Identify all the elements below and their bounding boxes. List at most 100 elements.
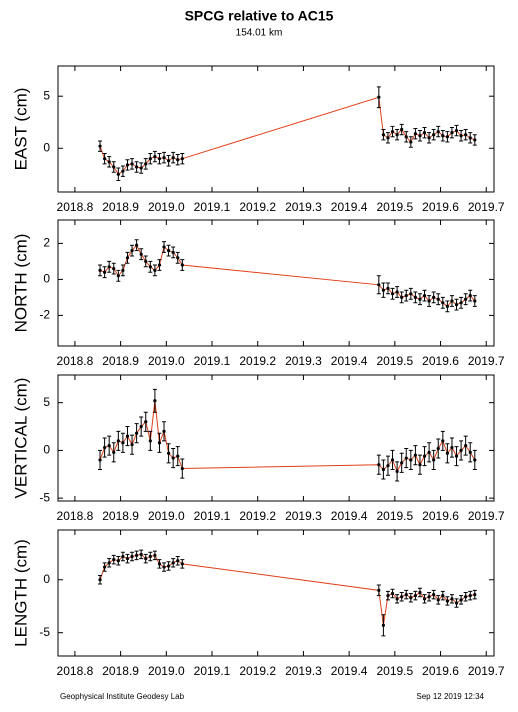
data-point	[473, 458, 477, 462]
data-point	[413, 295, 417, 299]
data-point	[162, 156, 166, 160]
data-point	[395, 469, 399, 474]
data-point	[473, 592, 477, 597]
y-tick-label: -5	[39, 490, 50, 504]
data-point	[377, 95, 381, 99]
data-point	[395, 290, 399, 294]
data-point	[377, 588, 381, 592]
y-tick-label: 0	[43, 572, 50, 586]
data-point	[400, 295, 404, 299]
data-point	[409, 292, 413, 296]
data-point	[116, 559, 120, 563]
y-axis-label: EAST (cm)	[11, 88, 30, 171]
data-point	[413, 132, 417, 136]
data-point	[125, 256, 130, 260]
data-point	[377, 463, 381, 467]
y-tick-label: -2	[39, 308, 50, 322]
data-point	[176, 158, 180, 162]
data-point	[107, 160, 111, 164]
data-point	[400, 127, 404, 132]
data-point	[432, 458, 436, 462]
data-point	[459, 301, 463, 305]
data-point	[409, 596, 413, 600]
data-point	[464, 595, 468, 599]
data-point	[166, 451, 171, 455]
data-point	[116, 274, 120, 278]
data-point	[103, 157, 107, 161]
x-tick-label: 2019.7	[468, 200, 505, 214]
data-point	[107, 561, 111, 565]
data-point	[381, 467, 386, 472]
data-point	[445, 135, 449, 139]
data-point	[422, 131, 427, 135]
x-tick-label: 2019.1	[194, 664, 231, 678]
data-point	[400, 461, 404, 465]
data-point	[130, 162, 134, 166]
x-tick-label: 2019.5	[376, 664, 413, 678]
data-point	[176, 256, 180, 260]
data-point	[144, 162, 148, 166]
data-point	[98, 144, 102, 148]
y-tick-label: 5	[43, 88, 50, 102]
x-tick-label: 2019.2	[239, 200, 276, 214]
data-point	[176, 559, 180, 563]
title: SPCG relative to AC15	[185, 8, 334, 24]
y-tick-label: -5	[39, 625, 50, 639]
data-point	[404, 456, 408, 460]
data-point	[107, 444, 111, 448]
y-tick-label: 0	[43, 140, 50, 154]
data-point	[121, 169, 125, 173]
data-point	[441, 134, 445, 138]
x-tick-label: 2019.7	[468, 664, 505, 678]
x-tick-label: 2019.6	[422, 664, 459, 678]
data-point	[436, 130, 440, 134]
x-tick-label: 2019.1	[194, 354, 231, 368]
x-tick-label: 2018.9	[102, 664, 139, 678]
model-line	[99, 553, 475, 626]
data-point	[103, 445, 107, 450]
data-point	[166, 564, 171, 568]
data-point	[180, 157, 184, 161]
y-tick-label: 5	[43, 395, 50, 409]
subtitle: 154.01 km	[236, 28, 283, 39]
data-point	[454, 601, 459, 605]
data-point	[454, 303, 459, 307]
plot-frame	[57, 219, 495, 347]
footer-right: Sep 12 2019 12:34	[416, 692, 484, 701]
data-point	[103, 270, 107, 274]
data-point	[445, 599, 449, 603]
data-point	[112, 267, 116, 271]
data-point	[144, 259, 148, 263]
data-point	[386, 286, 390, 290]
data-point	[436, 446, 440, 451]
data-point	[404, 592, 408, 597]
data-point	[116, 439, 120, 443]
data-point	[454, 128, 459, 133]
data-point	[436, 297, 440, 301]
x-tick-label: 2019.5	[376, 354, 413, 368]
data-point	[468, 450, 472, 454]
data-point	[121, 268, 125, 272]
data-point	[450, 299, 454, 303]
data-point	[139, 166, 143, 170]
x-tick-label: 2019.1	[194, 200, 231, 214]
x-tick-label: 2019.3	[285, 664, 322, 678]
data-point	[418, 463, 422, 467]
data-point	[468, 294, 472, 298]
data-point	[153, 154, 157, 159]
data-point	[390, 591, 395, 596]
data-point	[445, 304, 449, 308]
data-point	[459, 598, 463, 602]
x-tick-label: 2019.6	[422, 354, 459, 368]
data-point	[112, 165, 116, 169]
data-point	[153, 399, 157, 403]
x-tick-label: 2019.3	[285, 354, 322, 368]
x-tick-label: 2018.8	[57, 200, 94, 214]
data-point	[427, 136, 431, 140]
data-point	[103, 565, 107, 569]
data-point	[125, 163, 130, 167]
x-tick-label: 2019.1	[194, 509, 231, 523]
data-point	[148, 439, 152, 443]
data-point	[98, 578, 102, 582]
x-tick-label: 2018.8	[57, 509, 94, 523]
